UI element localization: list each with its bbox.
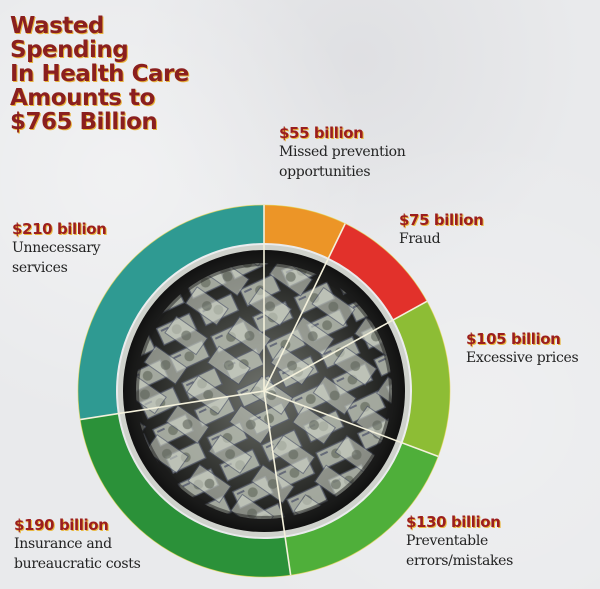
segment-preventable-errors-mistakes [285,443,439,576]
title-line-2: Spending [10,37,129,63]
segment-unnecessary-services [77,205,264,420]
segment-fraud [328,223,427,320]
title-line-5: $765 Billion [10,109,158,135]
segment-missed-prevention-opportunities [264,205,346,258]
label-fraud: $75 billion Fraud [399,211,484,249]
title-line-4: Amounts to [10,85,155,111]
label-excessive-prices: $105 billion Excessive prices [466,330,579,368]
segment-divider-lines [80,205,439,576]
divider-line [263,300,428,392]
segment-excessive-prices [393,301,451,457]
desc-unnecessary-services: Unnecessary services [12,240,101,276]
amount-fraud: $75 billion [399,211,484,229]
divider-line [263,390,292,576]
label-missed-prevention: $55 billion Missed prevention opportunit… [279,124,406,182]
label-preventable-errors: $130 billion Preventable errors/mistakes [406,513,513,571]
segment-insurance-and-bureaucratic-costs [80,413,291,578]
desc-excessive-prices: Excessive prices [466,350,579,366]
desc-insurance-bureaucratic: Insurance and bureaucratic costs [14,536,141,572]
desc-missed-prevention: Missed prevention opportunities [279,144,406,180]
label-unnecessary-services: $210 billion Unnecessary services [12,220,107,278]
desc-preventable-errors: Preventable errors/mistakes [406,533,514,569]
desc-fraud: Fraud [399,231,441,247]
amount-missed-prevention: $55 billion [279,124,364,142]
amount-preventable-errors: $130 billion [406,513,501,531]
amount-insurance-bureaucratic: $190 billion [14,516,109,534]
title-line-1: Wasted [10,13,104,39]
amount-excessive-prices: $105 billion [466,330,561,348]
title-line-3: In Health Care [10,61,189,87]
divider-line [263,390,439,458]
chart-title: Wasted Spending In Health Care Amounts t… [10,14,250,134]
label-insurance-bureaucratic: $190 billion Insurance and bureaucratic … [14,516,141,574]
divider-line [263,223,346,392]
donut-segments [77,204,451,578]
divider-line [80,390,265,421]
amount-unnecessary-services: $210 billion [12,220,107,238]
